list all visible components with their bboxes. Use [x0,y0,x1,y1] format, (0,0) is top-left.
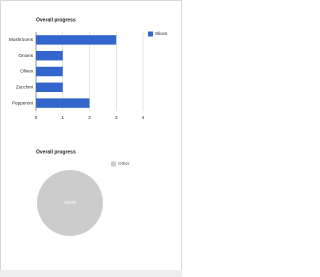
x-tick-label: 0 [35,115,38,120]
page-frame [0,0,182,277]
data-label: 100% [64,200,76,205]
bar [36,66,63,77]
x-tick-label: 1 [61,115,64,120]
x-tick-label: 2 [88,115,91,120]
legend-swatch [111,161,116,167]
chart-title: Overall progress [36,149,76,155]
x-tick-label: 4 [142,115,145,120]
legend-label: Slices [155,31,168,36]
y-tick-label: Onions [18,53,33,58]
legend-swatch [148,31,153,37]
pie-slice [37,170,103,236]
bar [36,35,117,45]
bar [36,50,63,61]
legend-label: Other [118,161,130,166]
y-tick-label: Olives [20,69,33,74]
y-tick-label: Mushrooms [9,37,34,42]
bar [36,82,63,93]
page: Overall progress 0 1 2 3 4 Mushrooms Onions Oliv… [0,0,182,277]
chart-title: Overall progress [36,17,76,23]
page-footer [0,270,182,277]
bar [36,98,90,108]
y-tick-label: Pepperoni [12,100,33,105]
y-tick-label: Zucchini [16,85,33,90]
x-tick-label: 3 [115,115,118,120]
